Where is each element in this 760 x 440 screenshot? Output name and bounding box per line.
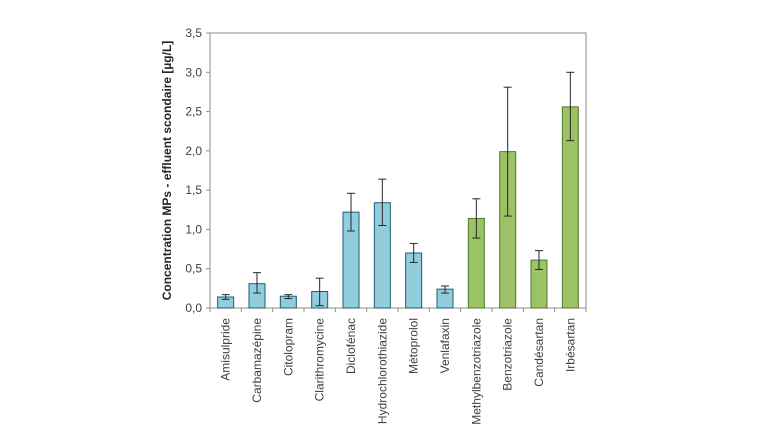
x-category-label: Candésartan	[532, 318, 546, 387]
chart-bars	[217, 106, 579, 309]
y-tick-label: 3,5	[185, 26, 202, 40]
x-category-label: Carbamazépine	[250, 318, 264, 403]
x-category-label: Benzotriazole	[501, 318, 515, 391]
y-tick-label: 0,5	[185, 262, 202, 276]
y-tick-label: 3,0	[185, 65, 202, 79]
x-category-label: Hydrochlorothiazide	[375, 318, 389, 424]
y-tick-label: 0,0	[185, 301, 202, 315]
x-category-label: Diclofénac	[344, 318, 358, 374]
y-tick-label: 2,0	[185, 144, 202, 158]
y-tick-label: 1,5	[185, 183, 202, 197]
y-tick-label: 1,0	[185, 222, 202, 236]
chart-labels: 0,0 0,5 1,0 1,5 2,0 2,5 3,0 3,5 Amisulpride Carba…	[185, 26, 577, 425]
x-category-label: Citolopram	[281, 318, 295, 376]
x-category-label: Amisulpride	[219, 318, 233, 381]
x-category-label: Métoprolol	[407, 318, 421, 374]
x-category-label: Irbésartan	[563, 318, 577, 372]
x-category-label: Methylbenzotriazole	[469, 318, 483, 425]
chart-error-bars	[221, 71, 575, 307]
y-axis-title: Concentration MPs - effluent scondaire […	[160, 41, 174, 301]
chart-axes	[206, 32, 587, 312]
x-category-label: Clarithromycine	[313, 318, 327, 402]
plot-frame	[209, 32, 587, 309]
y-tick-label: 2,5	[185, 105, 202, 119]
x-category-label: Venlafaxin	[438, 318, 452, 373]
